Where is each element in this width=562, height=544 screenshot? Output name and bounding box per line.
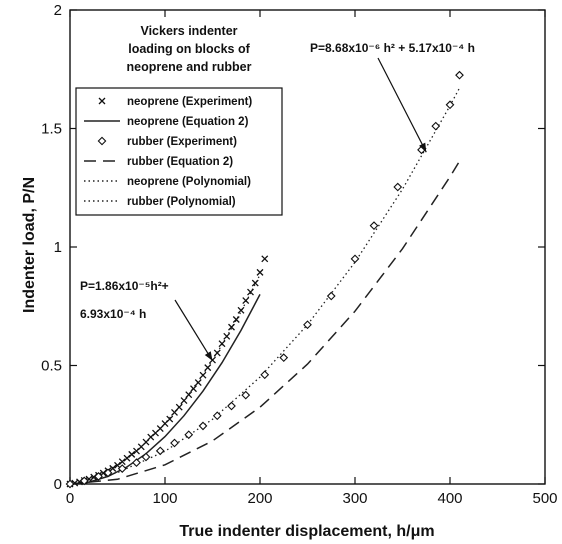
markers: [65, 70, 464, 489]
rubber-point: [184, 430, 194, 440]
legend-box: [75, 87, 283, 216]
annotation-text: P=1.86x10⁻⁵h²+: [80, 279, 169, 293]
rubber-point: [155, 446, 165, 456]
y-tick-label: 0: [54, 476, 62, 493]
annotations: P=1.86x10⁻⁵h²+ 6.93x10⁻⁴ h P=8.68x10⁻⁶ h² …: [80, 41, 475, 362]
legend-label: rubber (Experiment): [127, 136, 237, 148]
rubber-point: [455, 70, 464, 80]
neoprene-point: [261, 255, 269, 263]
rubber-point: [227, 401, 236, 411]
neoprene-point: [180, 397, 188, 405]
neoprene-point: [166, 415, 174, 423]
curves: [69, 87, 461, 485]
legend-label: neoprene (Equation 2): [127, 116, 249, 128]
x-tick-label: 200: [247, 490, 272, 507]
annotation-arrow: [174, 299, 214, 362]
title-line: Vickers indenter: [140, 24, 237, 38]
annotation-text: 6.93x10⁻⁴ h: [80, 307, 146, 321]
plot-frame: [69, 9, 546, 485]
legend-swatch: [98, 97, 106, 105]
legend-swatch: [97, 136, 107, 146]
neoprene-point: [123, 454, 131, 462]
legend-label: neoprene (Polynomial): [127, 176, 251, 188]
rubber-point: [65, 479, 75, 489]
y-tick-label: 1.5: [41, 121, 62, 138]
rubber-point: [170, 438, 179, 448]
rubber-point: [431, 121, 441, 131]
rubber-point: [326, 291, 336, 301]
rubber-point: [303, 320, 312, 330]
neoprene-point: [247, 288, 254, 296]
neoprene-point: [232, 316, 240, 323]
rubber-point: [260, 370, 270, 380]
neoprene-point: [190, 385, 197, 393]
x-axis-label: True indenter displacement, h/μm: [179, 523, 434, 540]
legend-label: rubber (Polynomial): [127, 196, 236, 208]
rubber-point: [212, 411, 222, 421]
legend-label: neoprene (Experiment): [127, 96, 252, 108]
neoprene-point: [199, 371, 207, 379]
arrow-head: [204, 351, 213, 361]
rubber-point: [79, 476, 89, 486]
annotation-arrow: [377, 57, 427, 153]
neoprene-point: [228, 323, 235, 331]
neoprene-point: [175, 403, 183, 411]
rubber-point: [393, 182, 403, 192]
rubber-point: [445, 100, 455, 110]
neoprene-point: [185, 391, 193, 399]
series-line-3: [69, 160, 461, 485]
y-tick-label: 0.5: [41, 358, 62, 375]
neoprene-point: [242, 297, 250, 305]
series-line-1: [69, 294, 261, 485]
neoprene-point: [213, 349, 221, 357]
x-tick-label: 100: [152, 490, 177, 507]
y-axis-label: Indenter load, P/N: [21, 177, 38, 313]
title-line: loading on blocks of: [128, 42, 250, 56]
rubber-point: [117, 464, 127, 473]
rubber-point: [369, 221, 379, 231]
rubber-point: [132, 458, 141, 468]
title-line: neoprene and rubber: [126, 60, 251, 74]
x-tick-label: 300: [342, 490, 367, 507]
rubber-point: [141, 452, 151, 462]
neoprene-point: [128, 450, 136, 458]
rubber-point: [103, 468, 113, 478]
legend-label: rubber (Equation 2): [127, 156, 233, 168]
y-tick-label: 1: [54, 239, 62, 256]
neoprene-point: [256, 268, 264, 276]
neoprene-point: [109, 464, 117, 472]
neoprene-point: [237, 306, 245, 314]
chart-title: Vickers indenter loading on blocks of neop…: [126, 24, 251, 74]
rubber-point: [198, 421, 208, 431]
rubber-point: [350, 254, 360, 264]
rubber-point: [241, 390, 251, 400]
neoprene-point: [118, 458, 126, 466]
legend: neoprene (Experiment) neoprene (Equation …: [75, 87, 283, 216]
rubber-point: [279, 353, 289, 363]
rubber-point: [94, 472, 103, 481]
x-tick-label: 0: [66, 490, 74, 507]
neoprene-point: [223, 332, 231, 340]
arrow-head: [419, 142, 427, 153]
x-tick-label: 500: [532, 490, 557, 507]
series-line-5: [69, 87, 461, 485]
neoprene-point: [218, 340, 226, 348]
neoprene-point: [204, 364, 212, 372]
axis-ticks: 0 100 200 300 400 500 0 0.5 1 1.5 2: [41, 2, 557, 507]
neoprene-point: [251, 279, 259, 287]
x-tick-label: 400: [437, 490, 462, 507]
annotation-text: P=8.68x10⁻⁶ h² + 5.17x10⁻⁴ h: [310, 41, 475, 55]
neoprene-point: [194, 379, 202, 387]
plot-border: [69, 9, 546, 485]
y-tick-label: 2: [54, 2, 62, 19]
